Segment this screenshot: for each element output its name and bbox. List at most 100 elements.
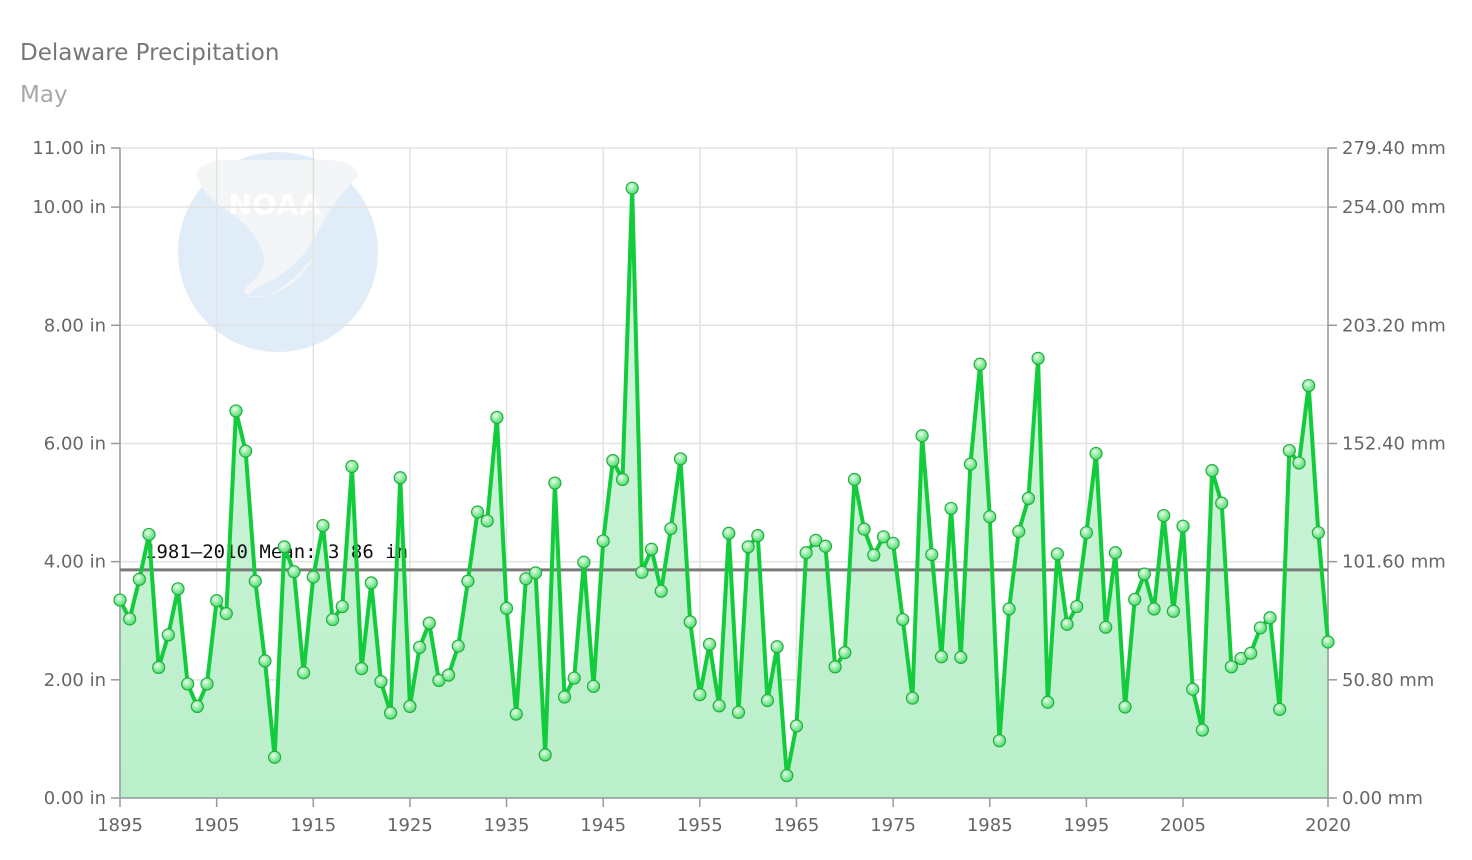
- data-point: [606, 453, 620, 468]
- x-tick-label: 1915: [290, 815, 336, 836]
- data-point: [1321, 635, 1335, 649]
- data-point: [847, 472, 862, 487]
- data-point: [828, 660, 842, 674]
- data-point: [886, 536, 900, 550]
- y-tick-label-left: 11.00 in: [32, 138, 106, 159]
- data-point: [200, 677, 214, 691]
- data-point: [915, 429, 929, 443]
- data-point: [635, 565, 649, 579]
- y-tick-label-left: 10.00 in: [32, 197, 106, 218]
- data-point: [731, 705, 746, 719]
- data-point: [992, 734, 1007, 748]
- data-point: [905, 691, 920, 705]
- data-point: [123, 612, 137, 626]
- data-point: [1263, 611, 1277, 625]
- data-point: [355, 661, 369, 676]
- data-point: [161, 628, 175, 642]
- data-point: [770, 640, 784, 654]
- chart-title: Delaware Precipitation: [20, 40, 280, 66]
- data-point: [857, 522, 871, 536]
- data-point: [1292, 456, 1306, 470]
- x-tick-label: 1905: [194, 815, 240, 836]
- data-point: [1311, 526, 1325, 540]
- y-tick-label-left: 0.00 in: [44, 788, 106, 809]
- data-point: [625, 181, 639, 195]
- data-point: [876, 530, 891, 544]
- data-point: [1176, 519, 1190, 533]
- y-tick-label-left: 6.00 in: [44, 433, 106, 454]
- data-point: [1224, 660, 1238, 674]
- x-tick-label: 2005: [1160, 815, 1206, 836]
- data-point: [1031, 351, 1045, 365]
- data-point: [374, 674, 388, 689]
- data-point: [1244, 646, 1258, 660]
- data-point: [1021, 491, 1036, 506]
- noaa-logo-icon: NOAA: [178, 152, 378, 352]
- data-point: [644, 542, 659, 556]
- data-point: [925, 547, 939, 562]
- data-point: [577, 555, 591, 569]
- data-point: [1157, 508, 1171, 523]
- data-point: [789, 719, 804, 733]
- data-point: [1012, 524, 1026, 539]
- data-point: [268, 750, 282, 764]
- data-point: [1205, 464, 1219, 478]
- x-tick-label: 2020: [1305, 815, 1351, 836]
- y-tick-label-right: 50.80 mm: [1342, 670, 1434, 691]
- data-point: [335, 599, 349, 614]
- data-point: [973, 357, 987, 371]
- data-point: [557, 690, 572, 704]
- data-point: [1137, 567, 1151, 581]
- data-point: [722, 526, 736, 540]
- x-tick-label: 1895: [97, 815, 143, 836]
- data-point: [1253, 621, 1267, 635]
- data-point: [1128, 592, 1142, 607]
- data-point: [1089, 446, 1103, 461]
- y-tick-label-left: 8.00 in: [44, 315, 106, 336]
- data-point: [258, 654, 272, 668]
- data-point: [181, 677, 195, 691]
- data-point: [152, 660, 166, 675]
- data-point: [142, 527, 156, 542]
- data-point: [693, 687, 707, 702]
- data-point: [712, 699, 726, 713]
- data-point: [113, 593, 127, 607]
- data-point: [586, 679, 601, 693]
- data-point: [954, 650, 968, 664]
- data-point: [1215, 496, 1229, 510]
- data-point: [297, 666, 311, 680]
- data-point: [944, 501, 958, 516]
- data-point: [751, 529, 765, 543]
- data-point: [326, 612, 340, 627]
- data-point: [963, 457, 978, 471]
- mean-line-group: 1981–2010 Mean: 3.86 in: [120, 541, 1328, 572]
- data-point: [364, 576, 378, 590]
- data-point: [190, 699, 204, 714]
- axes: [111, 147, 1337, 807]
- data-point: [896, 612, 910, 627]
- data-point: [229, 404, 243, 418]
- data-point: [983, 510, 997, 524]
- data-point: [1302, 378, 1316, 393]
- x-tick-label: 1935: [484, 815, 530, 836]
- data-point: [548, 476, 562, 490]
- y-tick-label-right: 101.60 mm: [1342, 552, 1446, 573]
- data-point: [780, 768, 794, 783]
- data-point: [838, 646, 852, 660]
- data-point: [132, 572, 146, 586]
- data-point: [393, 471, 407, 485]
- data-point: [818, 539, 833, 553]
- data-point: [422, 616, 436, 630]
- x-tick-label: 1965: [774, 815, 820, 836]
- data-point: [867, 548, 881, 562]
- data-point: [219, 607, 233, 621]
- data-point: [615, 472, 630, 487]
- data-point: [596, 534, 610, 548]
- tick-labels: 0.00 in 0.00 mm 2.00 in 50.80 mm 4.00 in 101.…: [32, 138, 1445, 836]
- y-tick-label-right: 203.20 mm: [1342, 315, 1446, 336]
- data-point: [1108, 546, 1122, 560]
- data-point: [383, 706, 398, 720]
- data-point: [345, 459, 359, 474]
